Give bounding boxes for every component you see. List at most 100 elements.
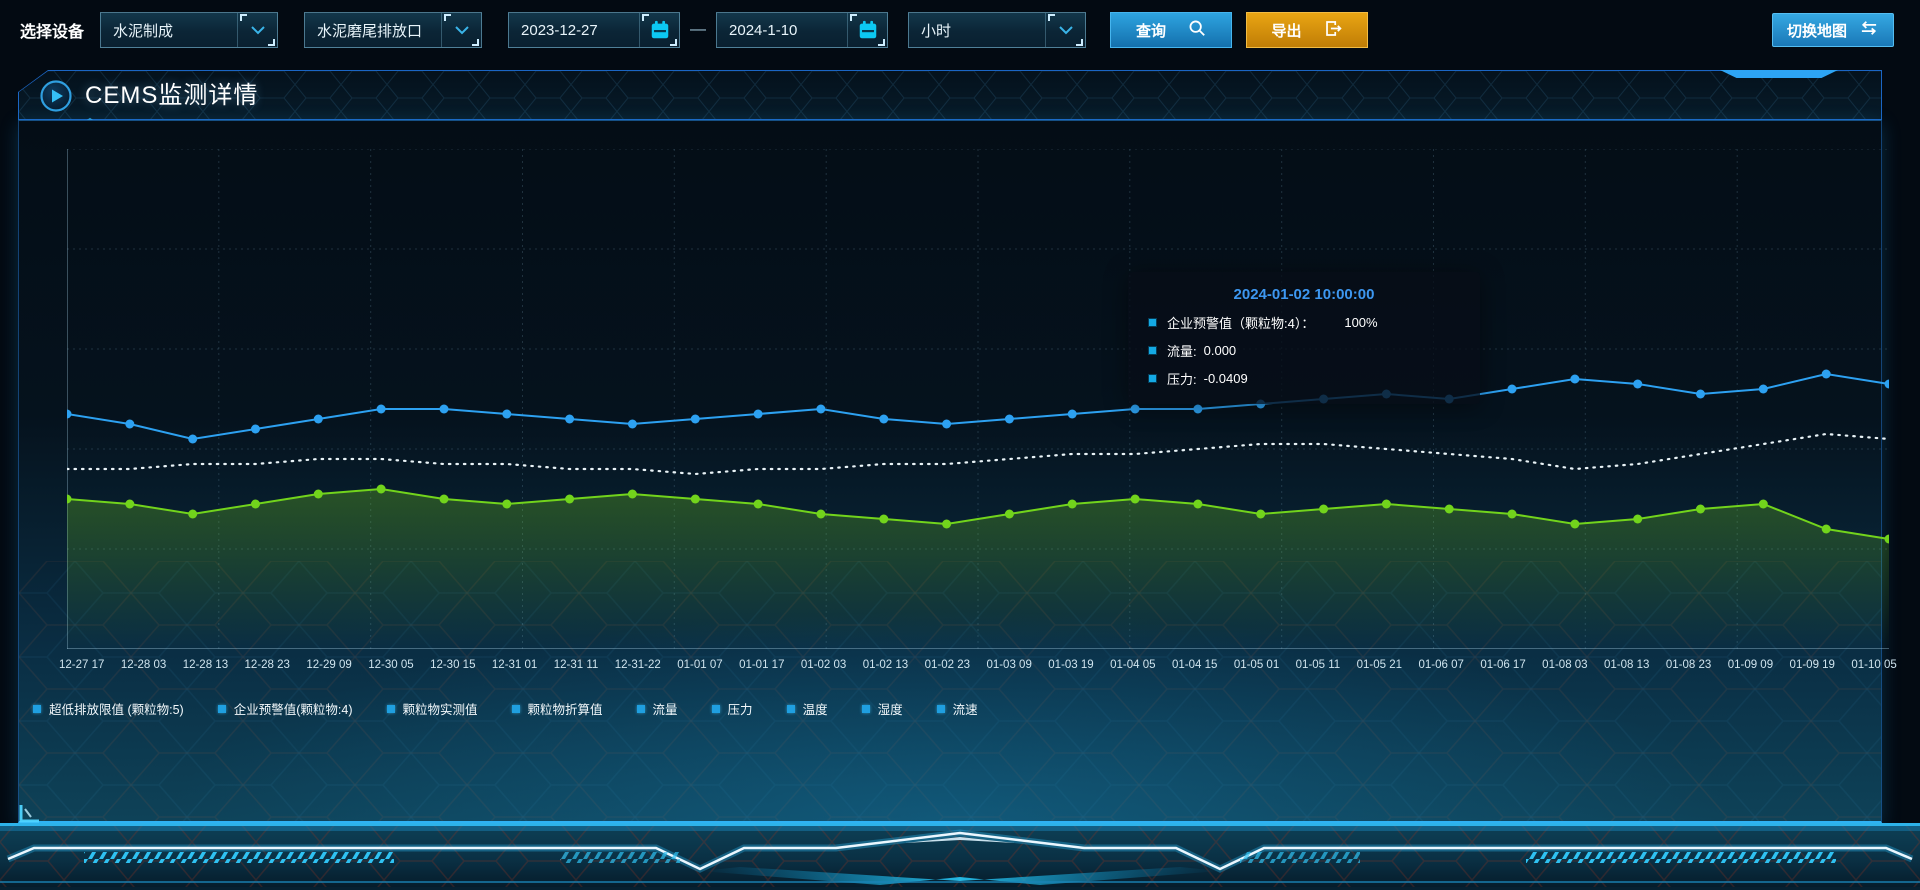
legend-label: 颗粒物实测值: [402, 703, 478, 717]
x-axis-label: 12-30 05: [368, 659, 414, 671]
legend-marker-icon: [711, 704, 720, 713]
chart-legend: 超低排放限值 (颗粒物:5) 企业预警值(颗粒物:4) 颗粒物实测值 颗粒物折算值 流量…: [33, 699, 1863, 718]
chart-series-1: [65, 432, 1891, 476]
chevron-down-icon: [1045, 13, 1085, 47]
top-toolbar: 选择设备 水泥制成 水泥磨尾排放口 2023-12-27 — 2024-1-10: [0, 0, 1920, 60]
end-date-value: 2024-1-10: [729, 21, 798, 39]
start-date-input[interactable]: 2023-12-27: [508, 12, 681, 48]
tech-frame-decoration: [0, 823, 1920, 890]
device-select[interactable]: 水泥制成: [100, 12, 279, 48]
legend-item[interactable]: 流速: [936, 699, 978, 718]
end-date-input[interactable]: 2024-1-10: [716, 12, 889, 48]
outlet-select[interactable]: 水泥磨尾排放口: [304, 12, 483, 48]
legend-item[interactable]: 超低排放限值 (颗粒物:5): [33, 699, 184, 718]
x-axis-label: 01-02 13: [862, 659, 909, 671]
tooltip-marker-icon: [1148, 346, 1157, 355]
x-axis-label: 01-02 23: [924, 659, 970, 671]
tooltip-row: 压力: -0.0409: [1148, 369, 1460, 388]
x-axis-label: 01-05 01: [1233, 659, 1280, 671]
switch-map-button[interactable]: 切换地图: [1772, 13, 1894, 47]
legend-label: 压力: [727, 703, 753, 717]
search-icon: [1188, 19, 1206, 41]
legend-item[interactable]: 流量: [636, 699, 678, 718]
legend-item[interactable]: 颗粒物折算值: [511, 699, 603, 718]
x-axis-label: 01-06 07: [1418, 659, 1464, 671]
start-date-value: 2023-12-27: [521, 21, 598, 39]
panel-header-background: CEMS监测详情: [19, 71, 1881, 119]
chart-area[interactable]: [62, 148, 1894, 649]
chevron-down-icon: [237, 13, 277, 47]
panel-header: CEMS监测详情: [18, 70, 1882, 120]
x-axis-label: 01-03 19: [1048, 659, 1094, 671]
legend-marker-icon: [386, 704, 395, 713]
x-axis-label: 12-27 17: [59, 659, 105, 671]
legend-item[interactable]: 湿度: [861, 699, 903, 718]
export-button-label: 导出: [1271, 22, 1302, 40]
legend-label: 企业预警值(颗粒物:4): [233, 703, 353, 717]
hex-pattern-decoration: [19, 71, 1881, 119]
legend-label: 流速: [952, 703, 978, 717]
x-axis-label: 01-08 23: [1665, 659, 1712, 671]
calendar-icon[interactable]: [639, 13, 679, 47]
tooltip-value: 100%: [1344, 315, 1378, 330]
header-notch-decoration: [1720, 70, 1838, 78]
x-axis-label: 01-05 21: [1356, 659, 1403, 671]
tooltip-value: 0.000: [1203, 343, 1237, 358]
x-axis-label: 12-30 15: [430, 659, 476, 671]
device-select-label: 选择设备: [20, 24, 85, 41]
legend-marker-icon: [33, 704, 41, 713]
x-axis-label: 12-29 09: [306, 659, 352, 671]
x-axis-label: 01-05 11: [1295, 659, 1341, 671]
legend-label: 湿度: [877, 703, 903, 717]
legend-item[interactable]: 颗粒物实测值: [386, 699, 478, 718]
swap-arrows-icon: [1859, 20, 1879, 40]
export-icon: [1324, 19, 1343, 42]
legend-marker-icon: [217, 704, 226, 713]
legend-marker-icon: [511, 704, 520, 713]
line-chart[interactable]: [62, 148, 1894, 649]
interval-select[interactable]: 小时: [908, 12, 1087, 48]
x-axis-label: 01-01 07: [677, 659, 723, 671]
tooltip-label: 压力:: [1167, 372, 1197, 387]
legend-item[interactable]: 压力: [711, 699, 753, 718]
tooltip-marker-icon: [1148, 318, 1157, 327]
chart-series-0: [62, 369, 1894, 444]
chart-tooltip: 2024-01-02 10:00:00 企业预警值（颗粒物:4）： 100% 流量:…: [1128, 272, 1480, 404]
x-axis-label: 01-04 15: [1171, 659, 1218, 671]
query-button-label: 查询: [1136, 22, 1167, 40]
x-axis-label: 12-31 01: [491, 659, 538, 671]
x-axis-label: 12-31 11: [553, 659, 599, 671]
x-axis-label: 01-08 03: [1542, 659, 1588, 671]
x-axis-label: 01-02 03: [800, 659, 847, 671]
date-range-separator: —: [690, 21, 707, 38]
legend-item[interactable]: 温度: [786, 699, 828, 718]
legend-marker-icon: [636, 704, 645, 713]
calendar-icon[interactable]: [847, 13, 887, 47]
query-button[interactable]: 查询: [1110, 12, 1233, 48]
outlet-select-value: 水泥磨尾排放口: [317, 22, 423, 40]
x-axis-label: 01-09 19: [1789, 659, 1835, 671]
legend-label: 颗粒物折算值: [527, 703, 603, 717]
legend-marker-icon: [786, 704, 795, 713]
x-axis-label: 01-06 17: [1480, 659, 1526, 671]
x-axis-label: 01-03 09: [986, 659, 1032, 671]
x-axis-label: 12-28 03: [120, 659, 167, 671]
tooltip-row: 流量: 0.000: [1148, 341, 1460, 360]
x-axis-label: 12-28 13: [182, 659, 229, 671]
x-axis-label: 12-28 23: [244, 659, 290, 671]
x-axis-label: 01-04 05: [1110, 659, 1156, 671]
legend-item[interactable]: 企业预警值(颗粒物:4): [217, 699, 353, 718]
legend-marker-icon: [861, 704, 870, 713]
switch-map-label: 切换地图: [1786, 22, 1847, 40]
corner-bracket-decoration: [19, 805, 39, 823]
legend-label: 流量: [652, 703, 678, 717]
export-button[interactable]: 导出: [1246, 12, 1369, 48]
legend-label: 超低排放限值 (颗粒物:5): [49, 703, 184, 717]
legend-marker-icon: [936, 704, 945, 713]
x-axis-label: 01-08 13: [1604, 659, 1650, 671]
play-icon: [39, 79, 73, 118]
x-axis-label: 01-10 05: [1851, 659, 1897, 671]
x-axis-labels: 12-27 17 12-28 03 12-28 13 12-28 23 12-29 09…: [59, 659, 1897, 671]
x-axis-label: 01-09 09: [1727, 659, 1774, 671]
